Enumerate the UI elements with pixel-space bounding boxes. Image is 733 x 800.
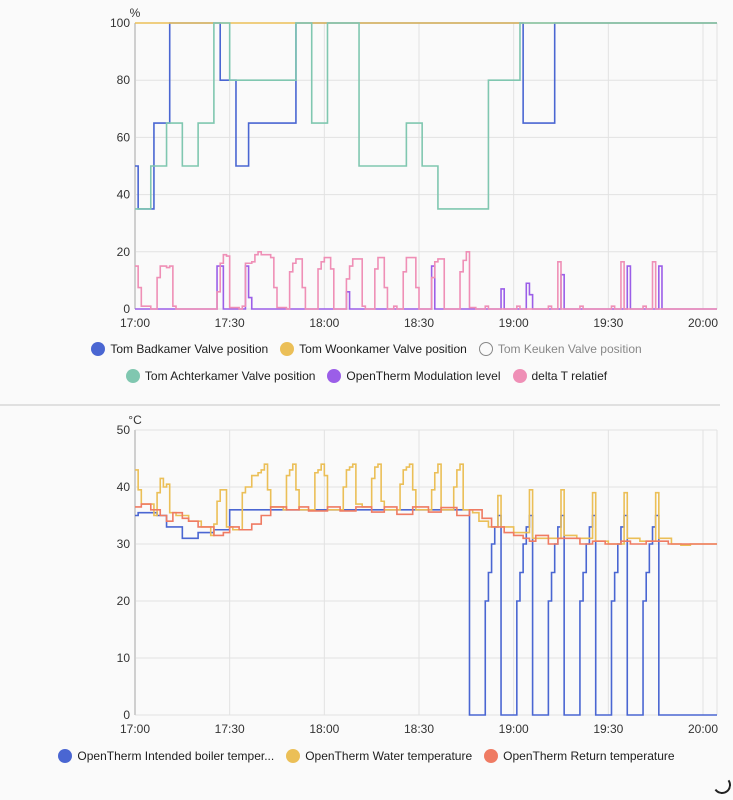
legend-label: Tom Achterkamer Valve position: [144, 369, 316, 383]
legend-item[interactable]: Tom Achterkamer Valve position: [125, 369, 316, 383]
legend-label: OpenTherm Intended boiler temper...: [77, 749, 275, 763]
legend-label: OpenTherm Modulation level: [346, 369, 501, 383]
y-tick-label: 40: [117, 188, 131, 202]
x-tick-label: 17:00: [120, 316, 150, 330]
y-tick-label: 0: [123, 302, 130, 316]
x-tick-label: 19:30: [593, 722, 623, 736]
y-tick-label: 20: [117, 594, 131, 608]
legend-color-dot-icon: [280, 342, 295, 356]
y-tick-label: 20: [117, 245, 131, 259]
legend-top: Tom Badkamer Valve position Tom Woonkamer…: [0, 342, 733, 383]
temperature-chart: °C 0 10 20 30 40 50 17:00 17:30 18:00 18:30 19:00 19…: [117, 413, 719, 736]
loading-spinner-icon: [711, 774, 733, 796]
y-tick-label: 10: [117, 651, 131, 665]
legend-label: Tom Badkamer Valve position: [110, 342, 269, 356]
y-tick-label: 100: [110, 16, 130, 30]
series-line-tom-badkamer-valve-position: [135, 22, 717, 210]
series-line-opentherm-modulation-level: [135, 265, 717, 310]
y-tick-label: 60: [117, 130, 131, 144]
legend-item[interactable]: Tom Woonkamer Valve position: [280, 342, 467, 356]
x-tick-label: 20:00: [688, 722, 718, 736]
legend-item[interactable]: OpenTherm Intended boiler temper...: [58, 749, 274, 763]
y-tick-label: 40: [117, 480, 131, 494]
legend-item[interactable]: Tom Keuken Valve position: [478, 342, 642, 356]
legend-label: Tom Woonkamer Valve position: [299, 342, 467, 356]
y-tick-label: 80: [117, 73, 131, 87]
series-line-tom-achterkamer-valve-position: [135, 22, 717, 210]
x-tick-label: 19:00: [499, 316, 529, 330]
legend-label: OpenTherm Water temperature: [305, 749, 473, 763]
legend-bottom: OpenTherm Intended boiler temper... OpenT…: [0, 749, 733, 763]
y-axis-unit: °C: [128, 413, 142, 427]
x-tick-label: 17:00: [120, 722, 150, 736]
y-tick-label: 0: [123, 708, 130, 722]
legend-color-dot-icon: [478, 342, 493, 356]
x-tick-label: 17:30: [215, 316, 245, 330]
legend-color-dot-icon: [327, 369, 342, 383]
y-tick-label: 50: [117, 423, 131, 437]
legend-label: delta T relatief: [531, 369, 608, 383]
legend-color-dot-icon: [512, 369, 527, 383]
legend-item[interactable]: Tom Badkamer Valve position: [91, 342, 268, 356]
legend-item[interactable]: delta T relatief: [512, 369, 608, 383]
legend-item[interactable]: OpenTherm Water temperature: [286, 749, 472, 763]
series-line-opentherm-water-temperature: [135, 463, 717, 546]
x-tick-label: 19:30: [593, 316, 623, 330]
y-axis-unit: %: [130, 6, 141, 20]
x-tick-label: 18:30: [404, 722, 434, 736]
legend-color-dot-icon: [125, 369, 140, 383]
legend-item[interactable]: OpenTherm Modulation level: [327, 369, 501, 383]
x-tick-label: 19:00: [499, 722, 529, 736]
legend-item[interactable]: OpenTherm Return temperature: [484, 749, 675, 763]
x-tick-label: 20:00: [688, 316, 718, 330]
x-tick-label: 18:00: [309, 722, 339, 736]
legend-color-dot-icon: [91, 342, 106, 356]
x-tick-label: 17:30: [215, 722, 245, 736]
legend-color-dot-icon: [58, 749, 73, 763]
series-line-opentherm-return-temperature: [135, 503, 717, 545]
x-tick-label: 18:00: [309, 316, 339, 330]
y-tick-label: 30: [117, 537, 131, 551]
legend-label: OpenTherm Return temperature: [503, 749, 675, 763]
series-line-delta-t-relatief: [135, 251, 717, 310]
legend-color-dot-icon: [286, 749, 301, 763]
divider: [0, 404, 720, 406]
legend-label: Tom Keuken Valve position: [497, 342, 642, 356]
legend-color-dot-icon: [484, 749, 499, 763]
valve-position-chart: % 0 20 40 60 80 100 17:00 17:30 18:00 18:30 19:00 19…: [110, 6, 718, 330]
x-tick-label: 18:30: [404, 316, 434, 330]
